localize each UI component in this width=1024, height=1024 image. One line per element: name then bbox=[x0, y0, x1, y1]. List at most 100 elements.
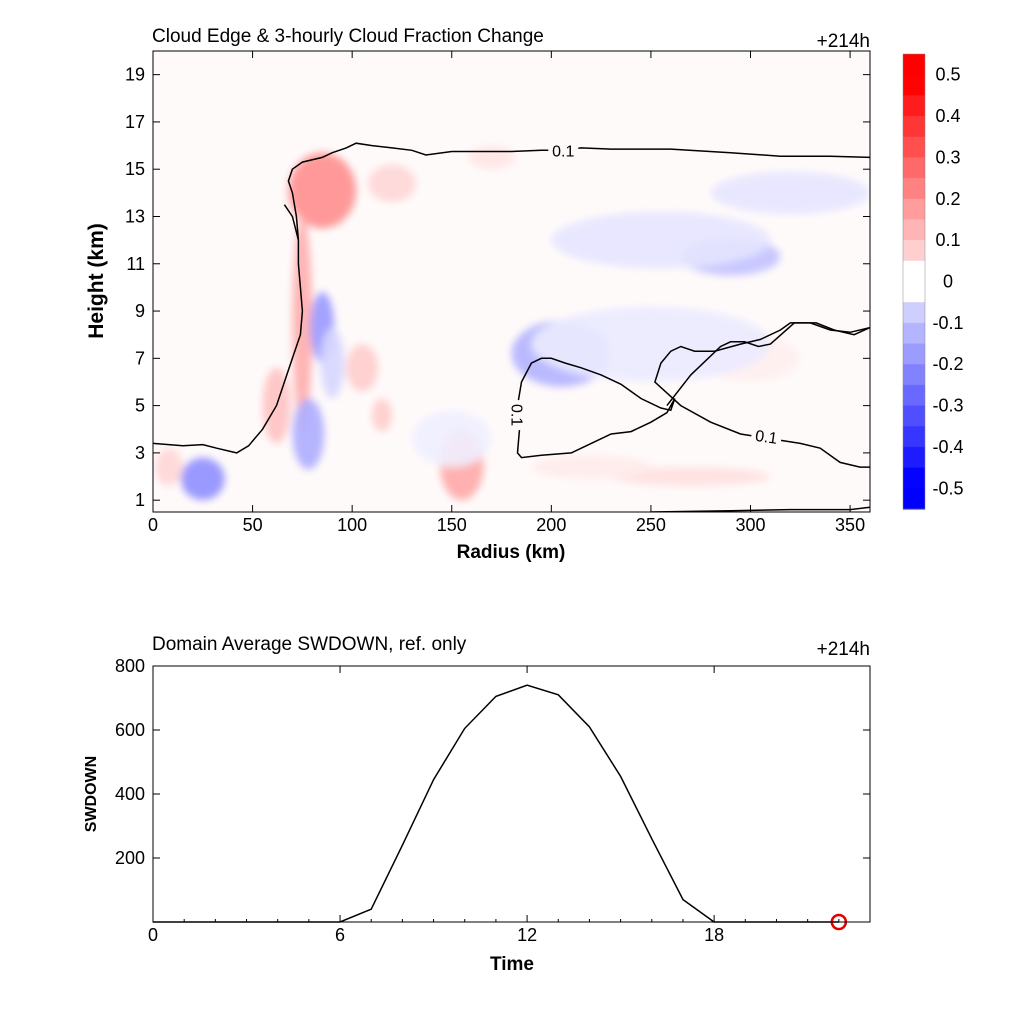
colorbar-bin-19 bbox=[903, 446, 925, 469]
colorbar: 0.5 0.4 0.3 0.2 0.1 0 -0.1 -0.2 -0.3 -0.4 -0.5 bbox=[902, 53, 964, 510]
heatmap-ytick-label-6: 13 bbox=[125, 206, 145, 226]
field-anomaly-17 bbox=[531, 306, 771, 382]
colorbar-bin-4 bbox=[903, 136, 925, 159]
heatmap-ytick-label-8: 17 bbox=[125, 112, 145, 132]
field-anomaly-19 bbox=[551, 211, 771, 269]
colorbar-tick-label-6: -0.1 bbox=[932, 313, 963, 333]
colorbar-bin-13 bbox=[903, 322, 925, 345]
heatmap-xtick-label-7: 350 bbox=[835, 515, 865, 535]
heatmap-ytick-label-2: 5 bbox=[135, 396, 145, 416]
colorbar-bin-12 bbox=[903, 302, 925, 324]
colorbar-bin-14 bbox=[903, 343, 925, 365]
colorbar-bin-15 bbox=[903, 364, 925, 386]
svg-text:0.1: 0.1 bbox=[552, 143, 574, 160]
colorbar-bin-9 bbox=[903, 240, 925, 262]
line-title: Domain Average SWDOWN, ref. only bbox=[152, 634, 467, 655]
heatmap-xtick-label-3: 150 bbox=[437, 515, 467, 535]
contour-line-1 bbox=[283, 204, 300, 241]
colorbar-tick-label-9: -0.4 bbox=[932, 437, 963, 457]
contour-line-5 bbox=[650, 506, 870, 512]
field-anomaly-1 bbox=[368, 164, 416, 203]
field-anomaly-10 bbox=[531, 455, 651, 479]
field-anomaly-3 bbox=[292, 216, 313, 430]
heatmap-ytick-label-3: 7 bbox=[135, 348, 145, 368]
colorbar-tick-label-10: -0.5 bbox=[932, 478, 963, 498]
line-ticks: 0 6 12 18 200 400 600 800 bbox=[115, 656, 870, 945]
heatmap-xlabel: Radius (km) bbox=[457, 542, 566, 563]
heatmap-ytick-label-7: 15 bbox=[125, 159, 145, 179]
swdown-chart: Domain Average SWDOWN, ref. only +214h 0… bbox=[83, 634, 871, 975]
heatmap-xtick-label-4: 200 bbox=[536, 515, 566, 535]
field-anomaly-2 bbox=[467, 145, 516, 170]
heatmap-xtick-label-6: 300 bbox=[735, 515, 765, 535]
heatmap-xtick-label-2: 100 bbox=[337, 515, 367, 535]
field-anomaly-9 bbox=[611, 467, 771, 486]
colorbar-frame bbox=[902, 53, 926, 510]
contour-label-2: 0.1 bbox=[507, 400, 527, 431]
line-time-tag: +214h bbox=[817, 639, 870, 660]
field-anomaly-5 bbox=[346, 344, 379, 392]
colorbar-tick-label-4: 0.1 bbox=[935, 230, 960, 250]
colorbar-bin-16 bbox=[903, 384, 925, 407]
colorbar-bin-1 bbox=[903, 74, 925, 96]
line-xtick-label-3: 18 bbox=[704, 925, 724, 945]
colorbar-bin-11 bbox=[903, 281, 925, 303]
colorbar-bin-18 bbox=[903, 426, 925, 448]
swdown-series bbox=[153, 684, 848, 931]
svg-text:0.1: 0.1 bbox=[507, 404, 524, 426]
colorbar-bin-6 bbox=[903, 178, 925, 200]
colorbar-tick-label-0: 0.5 bbox=[935, 65, 960, 85]
heatmap-frame bbox=[152, 50, 871, 513]
field-anomaly-8 bbox=[154, 448, 183, 486]
colorbar-bin-10 bbox=[903, 260, 925, 283]
line-xlabel: Time bbox=[490, 954, 534, 975]
colorbar-bin-2 bbox=[903, 95, 925, 117]
line-ytick-label-0: 200 bbox=[115, 848, 145, 868]
colorbar-tick-label-8: -0.3 bbox=[932, 396, 963, 416]
heatmap-ytick-label-5: 11 bbox=[126, 254, 145, 274]
field-anomaly-6 bbox=[372, 398, 392, 432]
field-anomaly-14 bbox=[292, 398, 325, 470]
colorbar-bin-5 bbox=[903, 157, 925, 179]
field-anomaly-20 bbox=[710, 171, 870, 215]
colorbar-bin-3 bbox=[903, 116, 925, 138]
line-xtick-label-1: 6 bbox=[335, 925, 345, 945]
heatmap-xtick-label-1: 50 bbox=[243, 515, 263, 535]
colorbar-bin-20 bbox=[903, 467, 925, 489]
line-frame bbox=[152, 665, 871, 923]
contour-label-3: 0.1 bbox=[750, 425, 783, 448]
heatmap-ytick-label-1: 3 bbox=[135, 443, 145, 463]
colorbar-bin-7 bbox=[903, 198, 925, 221]
colorbar-tick-label-3: 0.2 bbox=[935, 189, 960, 209]
heatmap-ytick-label-9: 19 bbox=[125, 65, 145, 85]
swdown-line bbox=[153, 684, 839, 923]
cloud-fraction-chart: Cloud Edge & 3-hourly Cloud Fraction Cha… bbox=[85, 26, 964, 563]
field-anomaly-12 bbox=[180, 457, 225, 501]
cloud-fraction-field bbox=[154, 145, 870, 501]
colorbar-tick-label-2: 0.3 bbox=[935, 147, 960, 167]
field-anomaly-15 bbox=[320, 327, 345, 399]
heatmap-xtick-label-5: 250 bbox=[636, 515, 666, 535]
heatmap-xtick-label-0: 0 bbox=[148, 515, 158, 535]
colorbar-bin-0 bbox=[903, 54, 925, 76]
colorbar-bin-17 bbox=[903, 405, 925, 427]
field-anomaly-0 bbox=[288, 152, 357, 229]
heatmap-ytick-label-0: 1 bbox=[135, 490, 145, 510]
field-anomaly-21 bbox=[411, 410, 492, 468]
heatmap-title: Cloud Edge & 3-hourly Cloud Fraction Cha… bbox=[152, 26, 544, 47]
line-xtick-label-0: 0 bbox=[148, 925, 158, 945]
line-xtick-label-2: 12 bbox=[517, 925, 537, 945]
contour-line-4 bbox=[666, 322, 870, 407]
heatmap-time-tag: +214h bbox=[817, 31, 870, 52]
heatmap-ytick-label-4: 9 bbox=[135, 301, 145, 321]
line-ytick-label-1: 400 bbox=[115, 784, 145, 804]
colorbar-tick-label-7: -0.2 bbox=[932, 354, 963, 374]
colorbar-bin-21 bbox=[903, 488, 925, 510]
colorbar-tick-label-5: 0 bbox=[943, 272, 953, 292]
line-ytick-label-3: 800 bbox=[115, 656, 145, 676]
contour-label-0: 0.1 bbox=[548, 141, 579, 160]
contour-labels: 0.1 0.1 0.1 bbox=[507, 141, 783, 448]
heatmap-ylabel: Height (km) bbox=[85, 223, 108, 339]
